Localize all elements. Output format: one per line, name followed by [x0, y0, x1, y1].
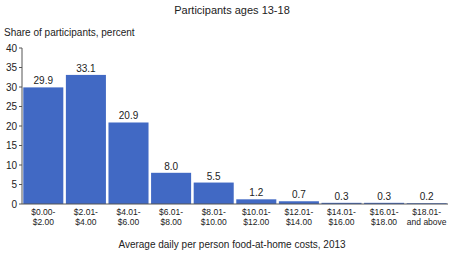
x-tick-label: $16.01-$18.00: [370, 207, 399, 227]
x-tick-label: $0.00-$2.00: [31, 207, 55, 227]
x-tick-label-line: $10.01-: [242, 207, 271, 217]
data-label: 0.7: [292, 189, 306, 200]
title: Participants ages 13-18: [174, 4, 290, 16]
x-tick-label: $18.01-and above: [407, 207, 447, 227]
x-tick-label: $4.01-$6.00: [116, 207, 140, 227]
y-tick-label: 35: [6, 62, 18, 73]
bar: [151, 173, 191, 204]
bar: [66, 75, 106, 204]
y-tick-label: 20: [6, 121, 18, 132]
data-label: 0.3: [335, 191, 349, 202]
bars: [23, 75, 446, 204]
x-tick-label: $8.01-$10.00: [201, 207, 227, 227]
chart-container: Participants ages 13-18 Share of particip…: [0, 0, 450, 254]
x-tick-label-line: $12.00: [243, 217, 269, 227]
x-axis-line: [22, 204, 448, 205]
x-tick-label-line: $8.01-: [202, 207, 226, 217]
x-tick-label-line: and above: [407, 217, 447, 227]
bar: [23, 87, 63, 204]
data-label: 0.3: [377, 191, 391, 202]
y-tick-label: 30: [6, 82, 18, 93]
data-label: 29.9: [34, 75, 54, 86]
data-label: 1.2: [249, 187, 263, 198]
x-tick-label-line: $6.01-: [159, 207, 183, 217]
x-axis-label: Average daily per person food-at-home co…: [118, 239, 346, 250]
x-tick-label-line: $0.00-: [31, 207, 55, 217]
data-label: 20.9: [119, 110, 139, 121]
x-tick-label: $12.01-$14.00: [284, 207, 313, 227]
x-tick-label: $14.01-$16.00: [327, 207, 356, 227]
x-tick-label-line: $18.01-: [412, 207, 441, 217]
y-tick-label: 5: [11, 179, 17, 190]
y-axis-line: [22, 48, 23, 204]
x-tick-label: $10.01-$12.00: [242, 207, 271, 227]
x-tick-label: $6.01-$8.00: [159, 207, 183, 227]
x-tick-label: $2.01-$4.00: [74, 207, 98, 227]
x-tick-label-line: $18.00: [371, 217, 397, 227]
x-tick-label-line: $16.00: [329, 217, 355, 227]
y-tick-label: 25: [6, 101, 18, 112]
x-tick-label-line: $14.00: [286, 217, 312, 227]
x-tick-label-line: $14.01-: [327, 207, 356, 217]
x-tick-label-line: $4.01-: [116, 207, 140, 217]
data-label: 0.2: [420, 191, 434, 202]
x-tick-label-line: $2.00: [33, 217, 55, 227]
data-label: 33.1: [76, 63, 96, 74]
x-tick-label-line: $12.01-: [284, 207, 313, 217]
y-tick-label: 10: [6, 160, 18, 171]
x-tick-label-line: $6.00: [118, 217, 140, 227]
x-tick-label-line: $16.01-: [370, 207, 399, 217]
data-label: 8.0: [164, 161, 178, 172]
data-label: 5.5: [207, 171, 221, 182]
x-tick-label-line: $8.00: [160, 217, 182, 227]
x-tick-label-line: $4.00: [75, 217, 97, 227]
chart-svg: Participants ages 13-18 Share of particip…: [0, 0, 450, 254]
y-tick-label: 15: [6, 140, 18, 151]
y-tick-label: 0: [11, 199, 17, 210]
bar: [236, 199, 276, 204]
x-tick-label-line: $10.00: [201, 217, 227, 227]
y-axis-label: Share of participants, percent: [4, 27, 135, 38]
bar: [108, 122, 148, 204]
page: {"chart_data": {"type": "bar", "title": …: [0, 0, 450, 254]
x-tick-label-line: $2.01-: [74, 207, 98, 217]
y-tick-label: 40: [6, 43, 18, 54]
bar: [194, 183, 234, 204]
